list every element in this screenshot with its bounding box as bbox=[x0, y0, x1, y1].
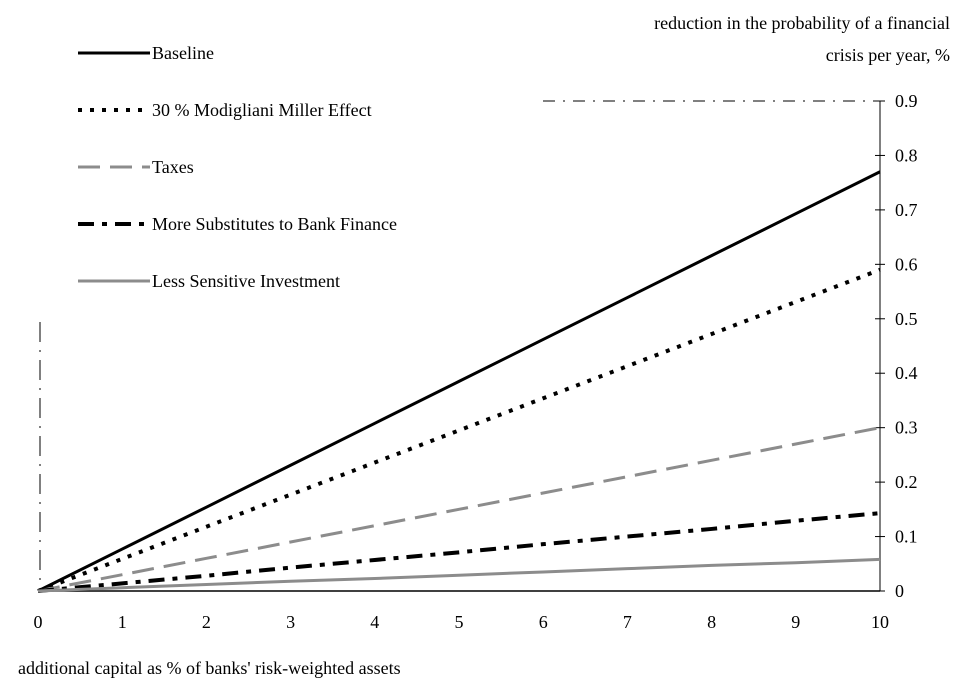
y-tick-label: 0.2 bbox=[895, 472, 918, 492]
y-axis-label-line-2: crisis per year, % bbox=[825, 45, 950, 65]
x-tick-label: 2 bbox=[202, 612, 211, 632]
y-tick-label: 0.6 bbox=[895, 254, 918, 274]
legend-label-5: Less Sensitive Investment bbox=[152, 271, 340, 291]
series-line-5 bbox=[37, 557, 881, 593]
y-tick-label: 0.7 bbox=[895, 200, 918, 220]
y-tick-label: 0.1 bbox=[895, 527, 918, 547]
y-tick-label: 0.9 bbox=[895, 91, 918, 111]
y-axis-label-line-1: reduction in the probability of a financ… bbox=[654, 13, 950, 33]
y-tick-label: 0.4 bbox=[895, 363, 918, 383]
x-tick-label: 1 bbox=[118, 612, 127, 632]
x-tick-label: 9 bbox=[791, 612, 800, 632]
legend-label-2: 30 % Modigliani Miller Effect bbox=[152, 100, 372, 120]
series-line-3 bbox=[37, 426, 881, 593]
y-tick-label: 0.3 bbox=[895, 418, 918, 438]
series-line-1 bbox=[37, 170, 881, 593]
x-tick-label: 0 bbox=[34, 612, 43, 632]
legend-label-4: More Substitutes to Bank Finance bbox=[152, 214, 397, 234]
series-line-2 bbox=[37, 267, 881, 593]
legend-label-1: Baseline bbox=[152, 43, 214, 63]
x-tick-label: 5 bbox=[455, 612, 464, 632]
series-line-4 bbox=[37, 511, 881, 593]
x-tick-label: 8 bbox=[707, 612, 716, 632]
x-tick-label: 10 bbox=[871, 612, 889, 632]
y-tick-label: 0 bbox=[895, 581, 904, 601]
legend-label-3: Taxes bbox=[152, 157, 194, 177]
x-tick-label: 7 bbox=[623, 612, 632, 632]
x-axis-label: additional capital as % of banks' risk-w… bbox=[18, 658, 401, 678]
y-tick-label: 0.8 bbox=[895, 145, 918, 165]
x-tick-label: 4 bbox=[370, 612, 379, 632]
y-tick-label: 0.5 bbox=[895, 309, 918, 329]
x-tick-label: 3 bbox=[286, 612, 295, 632]
x-tick-label: 6 bbox=[539, 612, 548, 632]
